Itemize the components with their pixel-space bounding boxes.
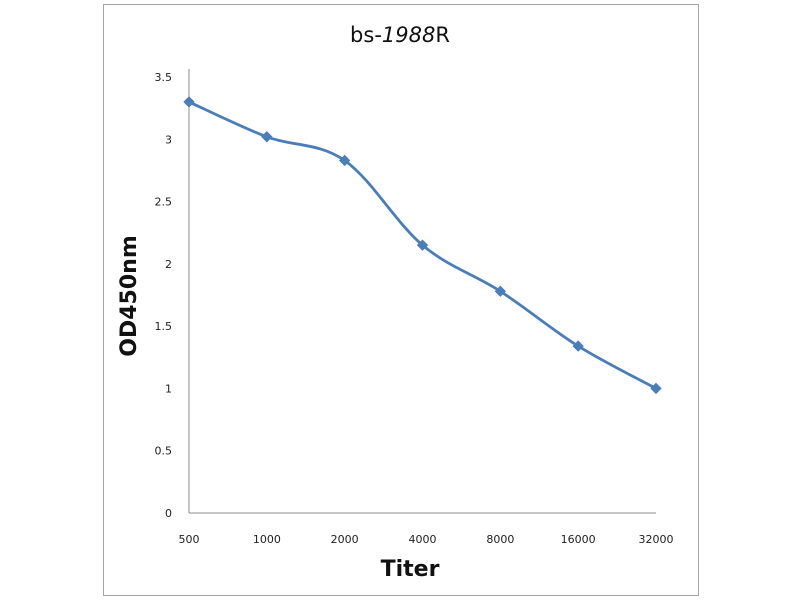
y-tick-label: 1.5: [155, 320, 173, 333]
data-point: [183, 96, 195, 108]
data-point: [650, 382, 662, 395]
y-tick-label: 3: [165, 133, 172, 146]
x-tick-label: 2000: [331, 533, 359, 546]
y-tick-label: 1: [165, 382, 172, 395]
x-tick-label: 8000: [486, 533, 514, 546]
data-point: [572, 340, 584, 352]
x-axis-label: Titer: [381, 557, 440, 582]
data-point: [416, 239, 429, 251]
y-tick-label: 0.5: [155, 445, 173, 458]
x-tick-label: 32000: [639, 533, 674, 546]
x-tick-label: 4000: [409, 533, 437, 546]
x-tick-label: 1000: [253, 533, 281, 546]
y-tick-label: 2.5: [155, 196, 173, 209]
data-point: [339, 154, 351, 167]
y-axis-label: OD450nm: [117, 235, 142, 356]
chart-title: bs-1988R: [350, 23, 450, 47]
x-tick-label: 16000: [561, 533, 596, 546]
y-tick-label: 2: [165, 258, 172, 271]
x-tick-label: 500: [179, 533, 200, 546]
data-point: [261, 131, 273, 143]
data-point: [494, 285, 506, 297]
y-tick-label: 0: [165, 507, 172, 520]
y-tick-label: 3.5: [155, 71, 173, 84]
chart-frame: [103, 4, 699, 596]
